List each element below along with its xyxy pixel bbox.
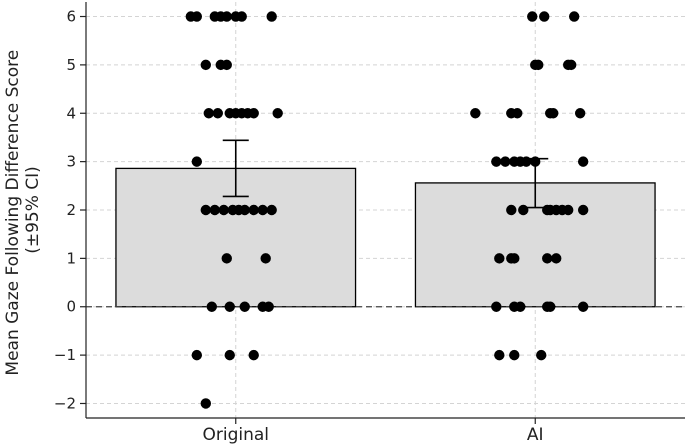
data-point	[494, 253, 505, 264]
data-point	[272, 108, 283, 119]
data-point	[263, 301, 274, 312]
data-point	[577, 156, 589, 167]
data-point	[257, 204, 268, 216]
data-point	[218, 204, 229, 216]
data-point	[266, 11, 277, 22]
data-point	[491, 156, 502, 167]
data-point	[260, 253, 271, 264]
data-point	[248, 349, 259, 361]
data-point	[568, 11, 580, 22]
data-point	[200, 204, 211, 216]
data-point	[224, 349, 235, 361]
data-point	[224, 301, 235, 312]
data-point	[191, 349, 203, 361]
data-point	[191, 156, 203, 167]
x-tick-label-ai: AI	[527, 425, 544, 445]
data-point	[539, 11, 550, 22]
data-point	[209, 204, 220, 216]
data-point	[206, 301, 217, 312]
data-point	[551, 253, 562, 264]
y-tick-label: 5	[66, 56, 76, 74]
data-point	[239, 301, 250, 312]
data-point	[530, 156, 541, 167]
data-point	[239, 204, 250, 216]
data-point	[212, 108, 223, 119]
data-point	[527, 11, 538, 22]
data-point	[221, 11, 232, 22]
data-point	[248, 108, 259, 119]
data-point	[221, 59, 232, 71]
data-point	[545, 301, 556, 312]
data-point	[500, 156, 511, 167]
data-point	[562, 204, 574, 216]
data-point	[577, 301, 589, 312]
data-point	[200, 59, 211, 71]
data-point	[565, 59, 577, 71]
y-tick-label: −2	[54, 394, 76, 412]
data-point	[548, 108, 559, 119]
x-axis-ticks: Original AI	[202, 418, 544, 445]
data-point	[509, 253, 520, 264]
data-point	[536, 349, 547, 361]
y-tick-label: 6	[66, 8, 76, 26]
data-point	[521, 156, 532, 167]
y-tick-label: 1	[66, 249, 76, 267]
data-point	[542, 253, 553, 264]
data-point	[248, 204, 259, 216]
data-point	[221, 253, 232, 264]
data-point	[191, 11, 203, 22]
data-point	[518, 204, 529, 216]
data-point	[491, 301, 502, 312]
data-point	[509, 349, 520, 361]
y-axis-label-line-1: Mean Gaze Following Difference Score	[3, 50, 23, 376]
data-point	[574, 108, 586, 119]
data-point	[533, 59, 544, 71]
data-point	[203, 108, 214, 119]
data-point	[470, 108, 481, 119]
y-axis-label: Mean Gaze Following Difference Score (±9…	[3, 44, 43, 375]
y-axis-label-line-2: (±95% CI)	[23, 166, 43, 254]
y-tick-label: 2	[66, 201, 76, 219]
data-point	[266, 204, 277, 216]
data-points	[185, 11, 589, 409]
data-point	[512, 108, 523, 119]
x-tick-label-original: Original	[202, 425, 269, 445]
data-point	[506, 204, 517, 216]
y-tick-label: 0	[66, 298, 76, 316]
data-point	[200, 398, 211, 409]
data-point	[236, 11, 247, 22]
y-tick-label: 3	[66, 153, 76, 171]
data-point	[494, 349, 505, 361]
bars	[115, 167, 656, 308]
y-axis-ticks: −2 −1 0 1 2 3 4 5 6	[54, 8, 86, 412]
y-tick-label: 4	[66, 104, 76, 122]
data-point	[577, 204, 589, 216]
y-tick-label: −1	[54, 346, 76, 364]
data-point	[515, 301, 526, 312]
